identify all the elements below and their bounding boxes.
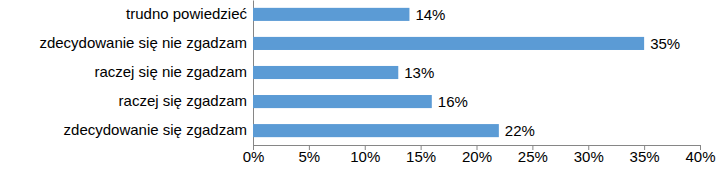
data-label: 13% <box>404 64 434 81</box>
x-tick-label: 25% <box>518 148 548 165</box>
category-label: raczej się zgadzam <box>119 92 247 109</box>
y-axis: trudno powiedzieć zdecydowanie się nie zg… <box>39 1 253 146</box>
plot: 0% 5% 10% 15% 20% 25% 30% 35% 40% trudno powiedzi… <box>39 1 715 166</box>
x-tick-label: 5% <box>299 148 321 165</box>
x-tick: 40% <box>685 145 715 165</box>
bar <box>253 95 432 108</box>
category-label: raczej się nie zgadzam <box>94 63 247 80</box>
data-label: 22% <box>505 122 535 139</box>
x-tick: 5% <box>299 145 321 165</box>
y-tick: zdecydowanie się zgadzam <box>64 121 253 138</box>
x-tick: 25% <box>518 145 548 165</box>
bars <box>253 8 644 137</box>
data-label: 35% <box>650 35 680 52</box>
data-label: 16% <box>438 93 468 110</box>
x-tick-label: 35% <box>630 148 660 165</box>
data-labels: 14% 35% 13%16% 22% <box>404 6 680 139</box>
x-tick-label: 10% <box>350 148 380 165</box>
y-tick: raczej się zgadzam <box>119 92 253 109</box>
x-tick-label: 15% <box>406 148 436 165</box>
bar <box>253 8 409 21</box>
y-tick: zdecydowanie się nie zgadzam <box>39 34 253 51</box>
category-label: trudno powiedzieć <box>126 5 247 22</box>
bar <box>253 37 644 50</box>
bar <box>253 66 398 79</box>
x-tick-label: 40% <box>685 148 715 165</box>
x-tick: 35% <box>630 145 660 165</box>
x-axis: 0% 5% 10% 15% 20% 25% 30% 35% 40% <box>243 145 716 165</box>
x-tick: 20% <box>462 145 492 165</box>
x-tick: 0% <box>243 145 265 165</box>
x-tick: 30% <box>574 145 604 165</box>
x-tick-label: 20% <box>462 148 492 165</box>
y-tick: raczej się nie zgadzam <box>94 63 253 80</box>
x-tick: 15% <box>406 145 436 165</box>
chart: 0% 5% 10% 15% 20% 25% 30% 35% 40% trudno powiedzi… <box>0 0 720 170</box>
x-tick-label: 0% <box>243 148 265 165</box>
x-tick-label: 30% <box>574 148 604 165</box>
x-tick: 10% <box>350 145 380 165</box>
data-label: 14% <box>415 6 445 23</box>
bar <box>253 124 499 137</box>
category-label: zdecydowanie się nie zgadzam <box>39 34 247 51</box>
y-tick: trudno powiedzieć <box>126 5 253 22</box>
category-label: zdecydowanie się zgadzam <box>64 121 247 138</box>
